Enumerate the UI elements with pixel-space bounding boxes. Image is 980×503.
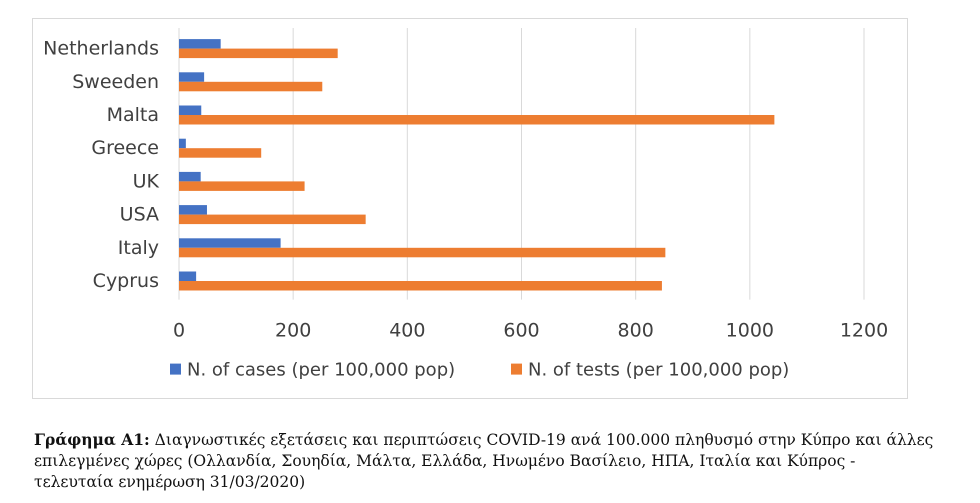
cases-bar	[179, 72, 205, 82]
bars	[179, 39, 775, 291]
category-label: Malta	[107, 104, 159, 126]
tests-bar	[179, 48, 338, 59]
category-label: Greece	[91, 137, 159, 159]
x-tick-label: 0	[173, 320, 185, 342]
tests-bar	[179, 214, 366, 225]
tests-bar	[179, 181, 305, 191]
x-tick-label: 400	[389, 320, 425, 342]
category-label: USA	[120, 204, 159, 226]
tests-bar	[179, 281, 662, 291]
legend-label: N. of cases (per 100,000 pop)	[187, 360, 455, 381]
legend-swatch	[170, 363, 181, 375]
cases-bar	[179, 271, 197, 281]
gridlines	[178, 28, 865, 300]
category-label: Sweeden	[72, 71, 159, 93]
caption-text: Διαγνωστικές εξετάσεις και περιπτώσεις C…	[34, 431, 934, 491]
cases-bar	[179, 105, 202, 115]
cases-bar	[179, 205, 207, 215]
bar-chart: Netherlands Sweeden Malta Greece UK USA Italy C…	[43, 28, 888, 381]
cases-bar	[179, 171, 201, 182]
tests-bar	[179, 81, 323, 92]
legend: N. of cases (per 100,000 pop) N. of tests…	[170, 360, 789, 381]
chart-frame: Netherlands Sweeden Malta Greece UK USA Italy C…	[32, 18, 908, 399]
legend-swatch	[511, 363, 522, 375]
category-labels: Netherlands Sweeden Malta Greece UK USA Italy C…	[43, 38, 159, 292]
tests-bar	[179, 115, 775, 125]
x-tick-label: 600	[503, 320, 539, 342]
tests-bar	[179, 148, 262, 158]
category-label: Cyprus	[93, 270, 159, 292]
tick-labels: 0 200 400 600 800 1000 1200	[173, 320, 888, 342]
cases-bar	[179, 39, 221, 49]
figure-caption: Γράφημα Α1: Διαγνωστικές εξετάσεις και π…	[34, 429, 934, 493]
category-label: UK	[133, 170, 160, 192]
x-tick-label: 1000	[726, 320, 774, 342]
legend-label: N. of tests (per 100,000 pop)	[528, 360, 789, 381]
x-tick-label: 1200	[840, 320, 888, 342]
x-tick-label: 200	[275, 320, 311, 342]
cases-bar	[179, 138, 186, 149]
cases-bar	[179, 238, 281, 248]
caption-label: Γράφημα Α1:	[34, 430, 150, 449]
x-tick-label: 800	[618, 320, 654, 342]
tests-bar	[179, 247, 666, 258]
category-label: Netherlands	[43, 38, 159, 60]
category-label: Italy	[118, 237, 159, 259]
